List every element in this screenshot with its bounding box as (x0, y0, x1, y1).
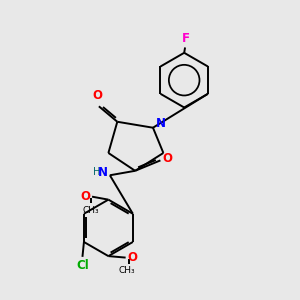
Text: O: O (163, 152, 173, 164)
Text: N: N (156, 117, 166, 130)
Text: H: H (93, 167, 100, 177)
Text: O: O (92, 89, 102, 102)
Text: Cl: Cl (76, 259, 89, 272)
Text: O: O (127, 251, 137, 264)
Text: O: O (81, 190, 91, 203)
Text: CH₃: CH₃ (119, 266, 135, 275)
Text: N: N (98, 166, 107, 179)
Text: F: F (182, 32, 190, 45)
Text: CH₃: CH₃ (82, 206, 99, 214)
